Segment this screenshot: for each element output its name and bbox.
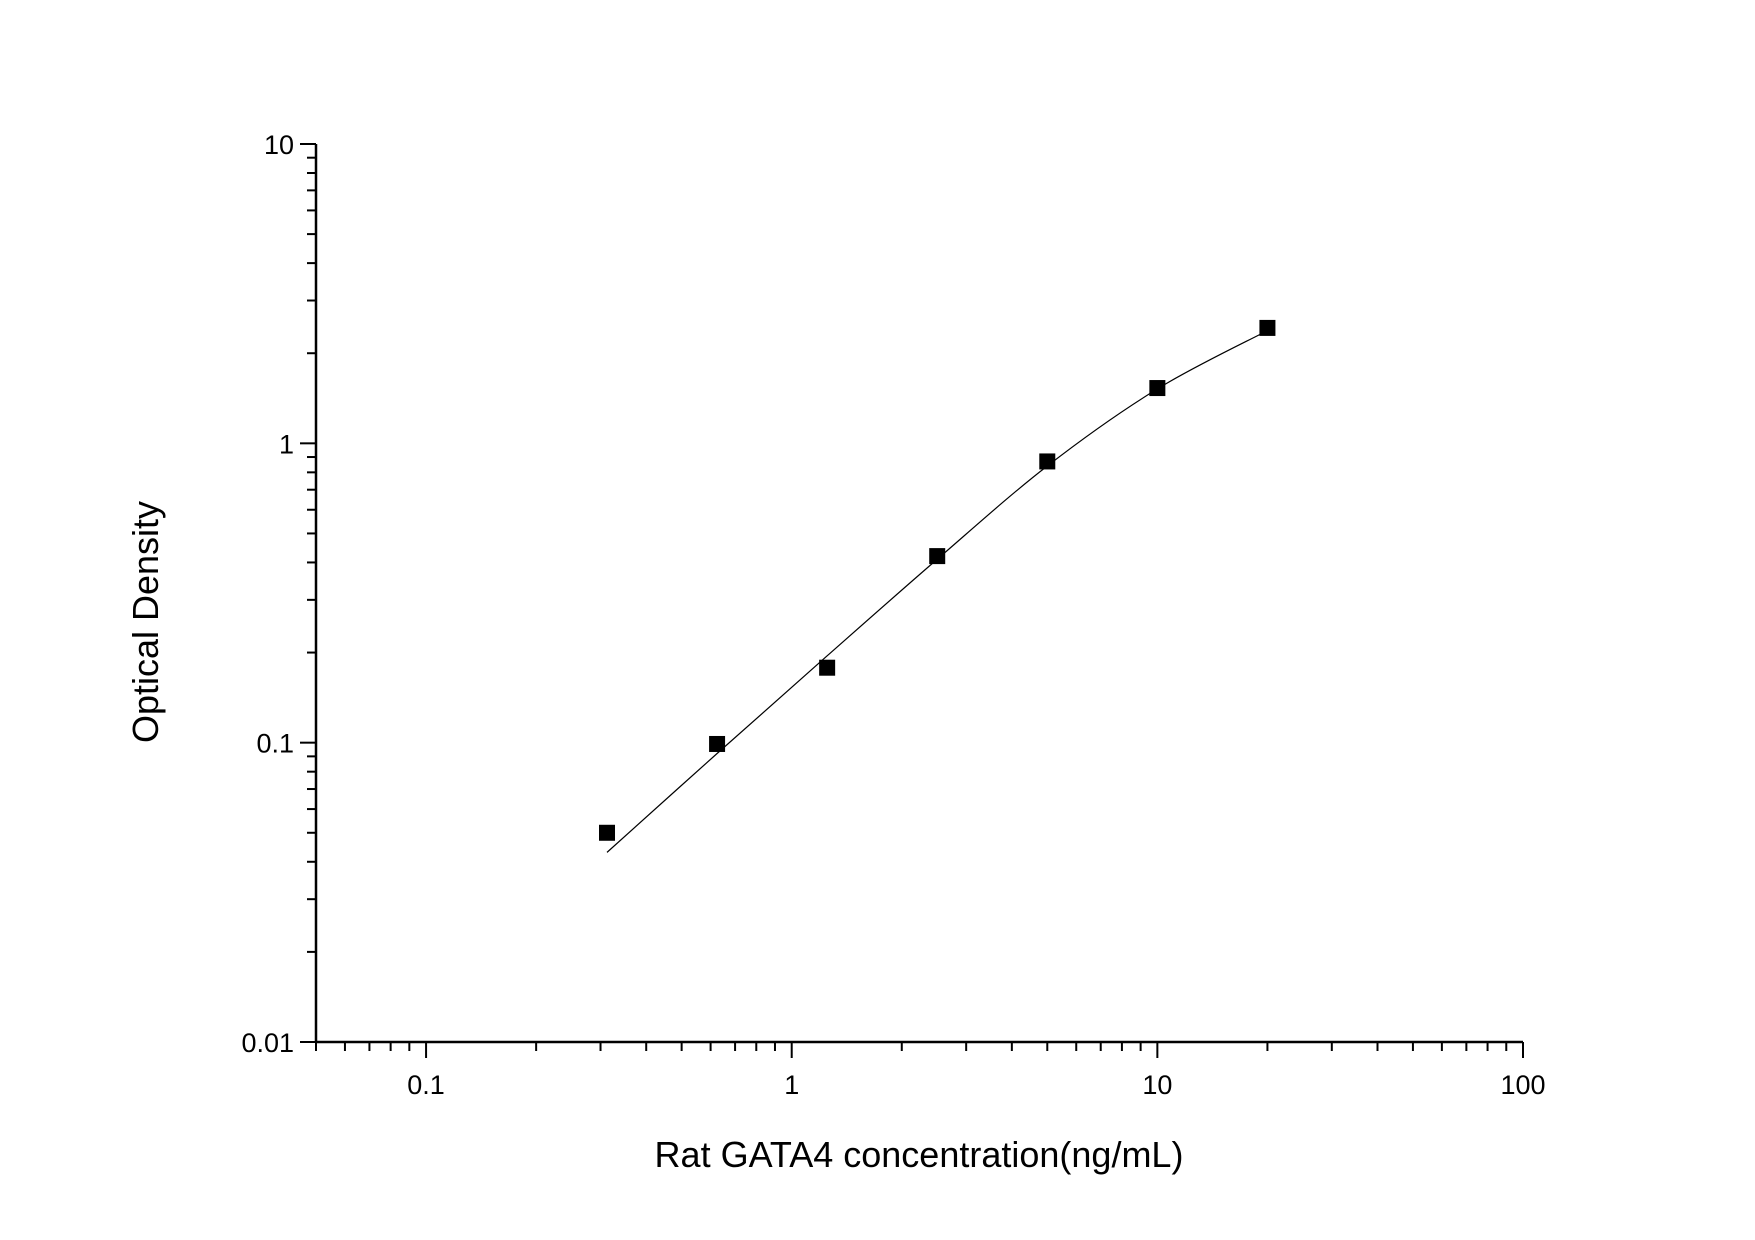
data-points — [599, 319, 1276, 841]
y-tick-label: 10 — [264, 130, 294, 160]
x-tick-label: 100 — [1500, 1070, 1545, 1100]
data-point — [929, 548, 946, 565]
fit-curve — [606, 330, 1268, 853]
y-tick-label: 0.01 — [241, 1028, 294, 1058]
data-point — [599, 824, 616, 841]
x-tick-label: 10 — [1142, 1070, 1172, 1100]
tick-labels: 0.1 1 10 100 0.01 0.1 1 10 — [241, 130, 1545, 1100]
axes — [300, 143, 1524, 1058]
x-axis-title: Rat GATA4 concentration(ng/mL) — [655, 1134, 1184, 1175]
x-tick-label: 1 — [784, 1070, 799, 1100]
y-axis-title: Optical Density — [125, 501, 166, 743]
x-tick-label: 0.1 — [407, 1070, 445, 1100]
data-point — [1259, 319, 1276, 336]
data-point — [819, 659, 836, 676]
y-tick-label: 1 — [279, 429, 294, 459]
data-point — [1149, 380, 1166, 397]
y-tick-label: 0.1 — [256, 729, 294, 759]
data-point — [1039, 453, 1056, 470]
data-point — [709, 735, 726, 752]
